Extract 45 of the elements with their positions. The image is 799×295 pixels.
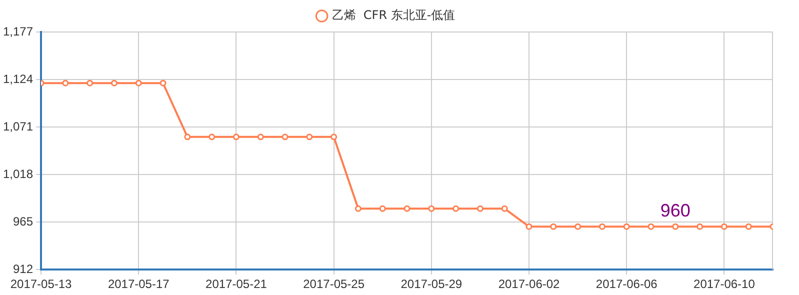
- point: [330, 134, 338, 140]
- annotation: 960: [660, 200, 690, 221]
- point: [476, 205, 484, 212]
- point: [550, 223, 557, 230]
- legend-label: 乙烯 CFR 东北亚-低值: [332, 8, 456, 22]
- point: [696, 223, 704, 230]
- point: [526, 223, 532, 230]
- point: [672, 223, 679, 230]
- x-tick-label: 2017-05-21: [206, 277, 268, 292]
- y-tick-label: 1,071: [3, 119, 34, 134]
- x-tick-label: 2017-05-29: [400, 277, 462, 292]
- point: [598, 223, 606, 230]
- point: [379, 205, 386, 212]
- point: [428, 205, 435, 212]
- point: [86, 80, 94, 86]
- point: [501, 205, 508, 212]
- point: [354, 205, 362, 212]
- x-tick-label: 2017-06-02: [498, 277, 560, 292]
- point: [720, 223, 728, 230]
- point: [208, 134, 216, 140]
- point: [257, 134, 264, 140]
- point: [184, 134, 191, 140]
- x-tick-label: 2017-06-10: [694, 277, 756, 292]
- y-tick-label: 912: [13, 262, 34, 276]
- point: [574, 223, 582, 230]
- point: [110, 80, 118, 86]
- y-tick-label: 1,124: [3, 72, 34, 86]
- point: [135, 80, 142, 86]
- point: [62, 80, 69, 86]
- point: [282, 134, 288, 140]
- point: [452, 205, 460, 212]
- y-tick-label: 1,018: [3, 166, 34, 181]
- x-tick-label: 2017-05-17: [108, 277, 170, 292]
- x-tick-label: 2017-05-25: [303, 277, 365, 292]
- y-tick-label: 1,177: [3, 24, 34, 38]
- point: [232, 134, 240, 140]
- point: [745, 223, 752, 230]
- point: [404, 205, 410, 212]
- point: [306, 134, 313, 140]
- point: [623, 223, 630, 230]
- point: [160, 80, 166, 86]
- point: [648, 223, 654, 230]
- x-tick-label: 2017-06-06: [596, 277, 658, 292]
- y-tick-label: 965: [13, 214, 34, 228]
- x-tick-label: 2017-05-13: [10, 277, 72, 292]
